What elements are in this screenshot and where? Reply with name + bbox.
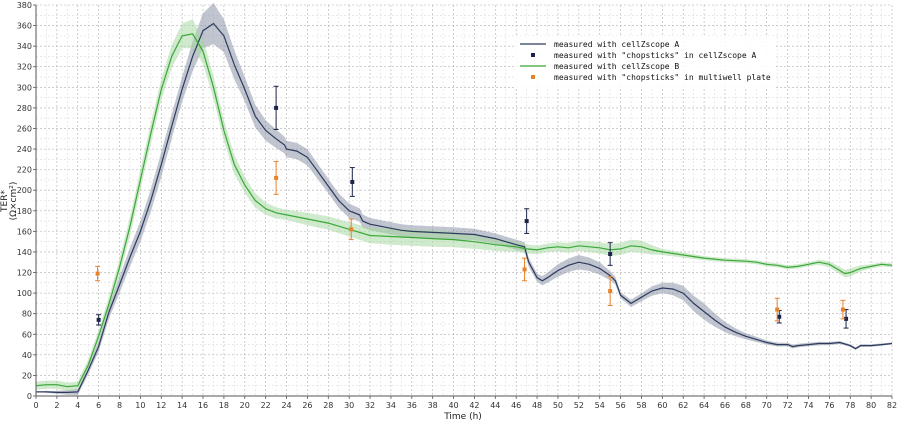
x-tick-label: 10 (135, 401, 145, 410)
y-tick-label: 40 (22, 351, 32, 360)
data-point-1 (350, 179, 355, 184)
x-tick-label: 36 (407, 401, 417, 410)
x-tick-label: 82 (887, 401, 897, 410)
legend-label: measured with cellZscope B (554, 62, 679, 71)
y-tick-label: 220 (17, 166, 32, 175)
data-point-1 (844, 316, 849, 321)
data-point-1 (96, 317, 101, 322)
y-tick-label: 100 (17, 289, 32, 298)
x-tick-label: 4 (75, 401, 80, 410)
data-point-2 (840, 307, 845, 312)
y-tick-label: 300 (17, 83, 32, 92)
x-tick-label: 38 (428, 401, 438, 410)
x-tick-label: 68 (741, 401, 751, 410)
x-tick-label: 18 (219, 401, 229, 410)
x-tick-label: 80 (866, 401, 876, 410)
x-tick-label: 48 (532, 401, 542, 410)
confidence-bands (36, 2, 892, 396)
legend-swatch-point (531, 53, 535, 57)
x-tick-label: 42 (469, 401, 479, 410)
y-tick-label: 380 (17, 1, 32, 10)
x-tick-label: 6 (96, 401, 101, 410)
x-tick-label: 54 (595, 401, 605, 410)
x-tick-label: 60 (657, 401, 667, 410)
data-point-2 (349, 227, 354, 232)
x-tick-label: 76 (824, 401, 834, 410)
x-tick-label: 74 (803, 401, 813, 410)
y-tick-label: 60 (22, 330, 32, 339)
y-tick-label: 320 (17, 63, 32, 72)
x-tick-label: 22 (261, 401, 271, 410)
chopstick-points (95, 85, 849, 329)
y-tick-label: 180 (17, 207, 32, 216)
x-tick-label: 8 (117, 401, 122, 410)
x-tick-label: 64 (699, 401, 709, 410)
x-tick-label: 62 (678, 401, 688, 410)
series-line-1 (36, 22, 893, 393)
x-tick-label: 0 (33, 401, 38, 410)
x-tick-label: 70 (762, 401, 772, 410)
x-tick-label: 52 (574, 401, 584, 410)
y-tick-label: 280 (17, 104, 32, 113)
x-tick-label: 2 (54, 401, 59, 410)
y-tick-label: 340 (17, 42, 32, 51)
x-tick-label: 44 (490, 401, 500, 410)
x-tick-label: 34 (386, 401, 396, 410)
x-tick-label: 72 (783, 401, 793, 410)
x-tick-label: 14 (177, 401, 187, 410)
y-tick-label: 20 (22, 371, 32, 380)
x-tick-label: 78 (845, 401, 855, 410)
data-point-2 (274, 175, 279, 180)
y-tick-label: 160 (17, 227, 32, 236)
legend-label: measured with "chopsticks" in multiwell … (554, 73, 771, 82)
x-tick-label: 46 (511, 401, 521, 410)
x-tick-label: 58 (636, 401, 646, 410)
axes: 0 2 4 6 8 10 12 14 16 18 20 22 24 26 28 30 32 34 36 38 40 42 4… (17, 1, 897, 410)
x-tick-label: 56 (615, 401, 625, 410)
series-band-1 (36, 2, 892, 396)
data-point-1 (777, 314, 782, 319)
data-point-1 (274, 105, 279, 110)
data-point-2 (775, 307, 780, 312)
y-tick-label: 0 (27, 392, 32, 401)
series-lines (35, 22, 893, 393)
legend-box (514, 36, 776, 88)
data-point-2 (522, 267, 527, 272)
y-tick-label: 120 (17, 269, 32, 278)
series-line-2 (35, 33, 893, 388)
x-axis-title: Time (h) (443, 412, 482, 422)
y-tick-label: 240 (17, 145, 32, 154)
data-point-1 (608, 252, 613, 257)
x-tick-label: 32 (365, 401, 375, 410)
x-tick-label: 28 (323, 401, 333, 410)
legend-swatch-point (531, 75, 535, 79)
legend: measured with cellZscope A measured with … (514, 36, 776, 88)
x-tick-label: 50 (553, 401, 563, 410)
y-tick-label: 140 (17, 248, 32, 257)
legend-label: measured with cellZscope A (554, 40, 679, 49)
x-tick-label: 26 (302, 401, 312, 410)
x-tick-label: 66 (720, 401, 730, 410)
y-axis-title-line1: TER* (0, 190, 10, 213)
y-tick-label: 260 (17, 124, 32, 133)
x-tick-label: 24 (281, 401, 291, 410)
x-tick-label: 40 (448, 401, 458, 410)
legend-label: measured with "chopsticks" in cellZscope… (554, 51, 756, 60)
y-tick-label: 360 (17, 22, 32, 31)
data-point-2 (95, 271, 100, 276)
y-tick-label: 80 (22, 310, 32, 319)
x-tick-label: 30 (344, 401, 354, 410)
data-point-1 (524, 219, 529, 224)
y-tick-label: 200 (17, 186, 32, 195)
y-axis-title-line2: (Ω×cm²) (9, 182, 19, 221)
data-point-2 (608, 289, 613, 294)
x-tick-label: 16 (198, 401, 208, 410)
x-tick-label: 20 (240, 401, 250, 410)
x-tick-label: 12 (156, 401, 166, 410)
